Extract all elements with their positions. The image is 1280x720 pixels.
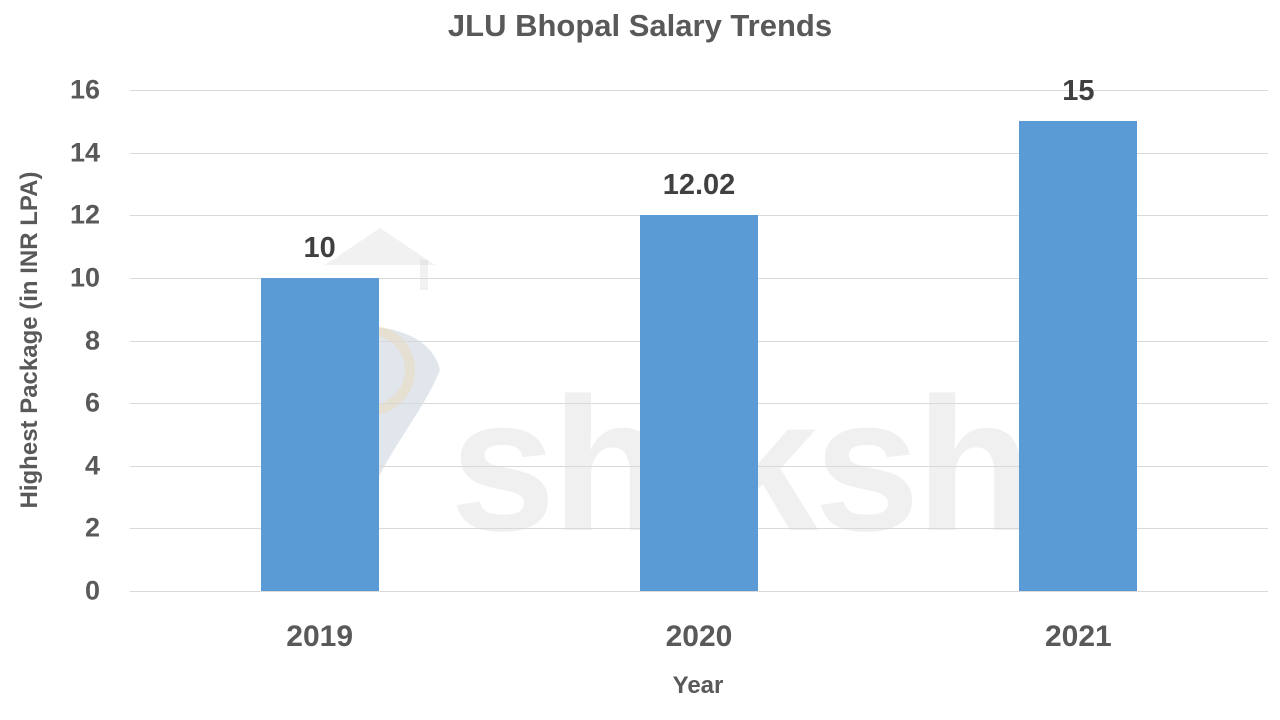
x-tick-label: 2019 [286,620,354,653]
data-label: 15 [1062,75,1095,108]
y-tick-label: 12 [69,199,100,230]
y-tick-label: 4 [84,450,100,481]
data-label: 12.02 [662,168,736,201]
x-tick-label: 2020 [665,620,733,653]
gridline [130,591,1268,592]
gridline [130,90,1268,91]
bar-2019 [260,277,379,591]
y-tick-label: 8 [84,325,100,355]
bar-2021 [1019,121,1138,591]
gridline [130,152,1268,154]
y-tick-label: 0 [84,575,100,606]
data-label: 10 [303,231,336,264]
plot-area: 0 2 4 6 8 10 12 14 16 10 12.02 15 [70,75,1268,606]
bar-2020 [640,214,758,591]
x-tick-label: 2021 [1044,620,1112,653]
y-tick-label: 14 [69,137,100,168]
y-tick-label: 6 [84,387,100,418]
chart-title: JLU Bhopal Salary Trends [447,8,833,43]
y-tick-label: 2 [84,512,100,543]
x-axis-label: Year [672,672,724,699]
y-tick-label: 10 [69,262,100,293]
y-tick-label: 16 [69,74,100,105]
